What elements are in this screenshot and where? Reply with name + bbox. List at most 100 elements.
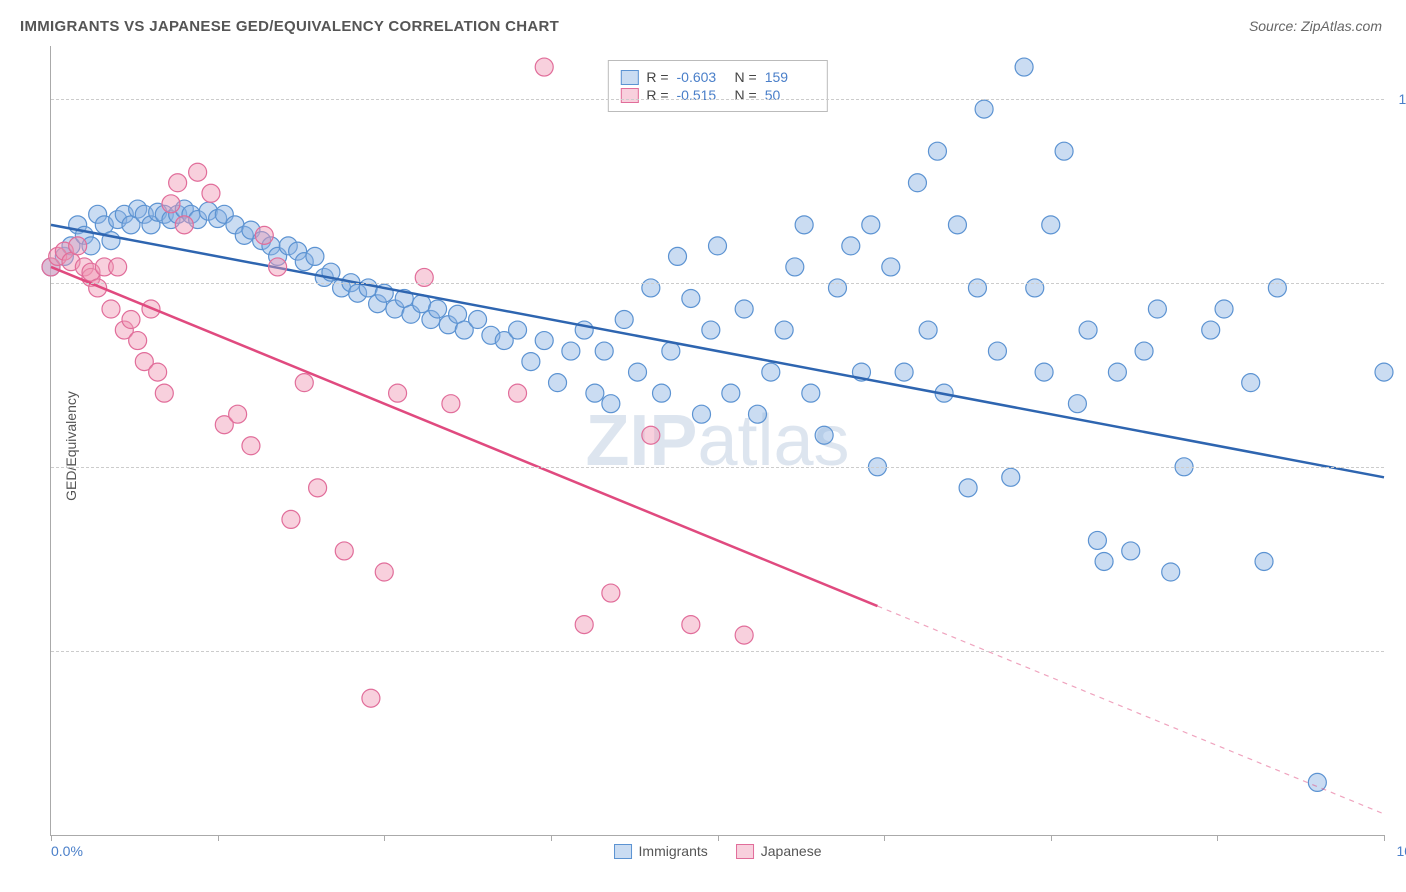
scatter-point <box>702 321 720 339</box>
scatter-point <box>575 616 593 634</box>
stats-swatch <box>620 70 638 85</box>
scatter-point <box>815 426 833 444</box>
x-tick <box>718 835 719 841</box>
scatter-point <box>175 216 193 234</box>
x-tick <box>1384 835 1385 841</box>
scatter-point <box>509 321 527 339</box>
x-tick <box>1217 835 1218 841</box>
stats-n-value: 50 <box>765 87 815 103</box>
scatter-point <box>1215 300 1233 318</box>
scatter-point <box>522 353 540 371</box>
scatter-point <box>842 237 860 255</box>
scatter-point <box>948 216 966 234</box>
stats-n-label: N = <box>735 69 757 85</box>
stats-r-label: R = <box>646 87 668 103</box>
scatter-point <box>919 321 937 339</box>
x-tick <box>884 835 885 841</box>
x-tick <box>218 835 219 841</box>
scatter-point <box>1242 374 1260 392</box>
legend-item: Japanese <box>736 843 822 859</box>
scatter-point <box>1095 552 1113 570</box>
scatter-point <box>1055 142 1073 160</box>
scatter-point <box>1268 279 1286 297</box>
stats-n-label: N = <box>735 87 757 103</box>
legend-item: Immigrants <box>614 843 708 859</box>
scatter-point <box>255 226 273 244</box>
scatter-point <box>122 311 140 329</box>
scatter-point <box>389 384 407 402</box>
legend-swatch <box>736 844 754 859</box>
scatter-point <box>229 405 247 423</box>
stats-n-value: 159 <box>765 69 815 85</box>
scatter-point <box>682 289 700 307</box>
scatter-point <box>722 384 740 402</box>
scatter-point <box>1002 468 1020 486</box>
scatter-point <box>653 384 671 402</box>
scatter-point <box>895 363 913 381</box>
scatter-point <box>335 542 353 560</box>
scatter-point <box>1068 395 1086 413</box>
scatter-point <box>469 311 487 329</box>
scatter-point <box>595 342 613 360</box>
stats-row: R = -0.515 N = 50 <box>620 87 814 103</box>
plot-area: ZIPatlas R =-0.603N =159R =-0.515N =50 0… <box>50 46 1384 836</box>
stats-row: R =-0.603N =159 <box>620 69 814 85</box>
grid-line <box>51 651 1384 652</box>
chart-source: Source: ZipAtlas.com <box>1249 18 1382 34</box>
scatter-point <box>682 616 700 634</box>
scatter-point <box>562 342 580 360</box>
scatter-point <box>629 363 647 381</box>
scatter-point <box>662 342 680 360</box>
scatter-point <box>309 479 327 497</box>
scatter-point <box>129 332 147 350</box>
scatter-point <box>908 174 926 192</box>
x-tick <box>1051 835 1052 841</box>
grid-line <box>51 283 1384 284</box>
scatter-point <box>535 58 553 76</box>
scatter-point <box>282 510 300 528</box>
scatter-point <box>306 247 324 265</box>
scatter-point <box>693 405 711 423</box>
scatter-point <box>959 479 977 497</box>
trend-line-dashed <box>877 606 1384 814</box>
scatter-point <box>602 395 620 413</box>
scatter-point <box>1122 542 1140 560</box>
scatter-point <box>69 237 87 255</box>
scatter-point <box>642 426 660 444</box>
scatter-point <box>549 374 567 392</box>
scatter-point <box>748 405 766 423</box>
scatter-point <box>415 268 433 286</box>
scatter-point <box>295 374 313 392</box>
stats-r-value: -0.515 <box>677 87 727 103</box>
scatter-point <box>155 384 173 402</box>
scatter-point <box>1015 58 1033 76</box>
x-axis-label-left: 0.0% <box>51 843 83 859</box>
stats-r-label: R = <box>646 69 668 85</box>
scatter-point <box>735 300 753 318</box>
scatter-point <box>102 300 120 318</box>
scatter-point <box>1035 363 1053 381</box>
scatter-point <box>359 279 377 297</box>
stats-box: R =-0.603N =159R =-0.515N =50 <box>607 60 827 112</box>
scatter-point <box>1108 363 1126 381</box>
scatter-point <box>988 342 1006 360</box>
scatter-point <box>1088 531 1106 549</box>
scatter-point <box>586 384 604 402</box>
scatter-point <box>795 216 813 234</box>
scatter-point <box>602 584 620 602</box>
scatter-point <box>149 363 167 381</box>
scatter-point <box>442 395 460 413</box>
legend-bottom: Immigrants Japanese <box>614 843 822 859</box>
scatter-point <box>1375 363 1393 381</box>
scatter-point <box>786 258 804 276</box>
scatter-point <box>928 142 946 160</box>
scatter-point <box>802 384 820 402</box>
y-tick-label: 100.0% <box>1399 91 1406 107</box>
scatter-point <box>362 689 380 707</box>
stats-swatch <box>620 88 638 103</box>
grid-line <box>51 467 1384 468</box>
chart-title: IMMIGRANTS VS JAPANESE GED/EQUIVALENCY C… <box>20 18 559 35</box>
scatter-point <box>375 563 393 581</box>
legend-swatch <box>614 844 632 859</box>
x-tick <box>51 835 52 841</box>
